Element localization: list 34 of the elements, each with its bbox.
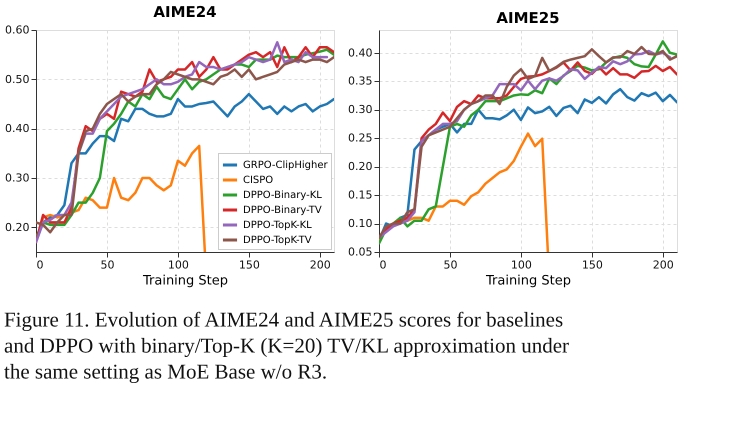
chart-title: AIME24 (153, 3, 217, 21)
x-axis-title: Training Step (484, 274, 572, 288)
chart-title: AIME25 (496, 9, 560, 27)
x-tick-label: 0 (380, 258, 386, 272)
legend-label: DPPO-TopK-KL (243, 220, 312, 231)
x-tick-label: 0 (36, 258, 44, 272)
x-tick-label: 150 (238, 258, 260, 272)
y-tick-label: 0.40 (5, 122, 30, 136)
caption: Figure 11. Evolution of AIME24 and AIME25 scores for baselines and DPPO with binary/Top-K (K=20) TV/KL approximation under the same setting as MoE Base w/o R3. (4, 308, 570, 384)
y-tick-label: 0.10 (348, 217, 372, 230)
y-tick-label: 0.30 (348, 103, 372, 116)
x-tick-label: 100 (168, 258, 189, 272)
y-tick-label: 0.40 (348, 46, 372, 60)
legend-label: DPPO-Binary-TV (243, 205, 322, 216)
y-tick-label: 0.05 (348, 246, 372, 258)
y-tick-label: 0.50 (5, 72, 30, 86)
y-tick-label: 0.35 (348, 74, 372, 88)
x-tick-label: 100 (510, 258, 532, 272)
y-tick-label: 0.60 (5, 24, 30, 36)
x-tick-label: 200 (310, 258, 331, 272)
y-tick-label: 0.20 (5, 220, 30, 234)
y-tick-label: 0.20 (348, 160, 372, 174)
x-tick-label: 150 (582, 258, 603, 272)
x-axis-title: Training Step (142, 274, 228, 288)
legend-label: DPPO-Binary-KL (243, 190, 322, 201)
y-tick-label: 0.15 (348, 188, 372, 202)
x-tick-label: 50 (443, 258, 458, 272)
legend-label: CISPO (243, 175, 274, 186)
y-tick-label: 0.30 (5, 172, 30, 184)
legend-label: DPPO-TopK-TV (243, 235, 312, 246)
x-tick-label: 200 (652, 258, 674, 272)
y-tick-label: 0.25 (348, 132, 372, 145)
legend-label: GRPO-ClipHigher (243, 160, 329, 171)
x-tick-label: 50 (100, 258, 114, 272)
